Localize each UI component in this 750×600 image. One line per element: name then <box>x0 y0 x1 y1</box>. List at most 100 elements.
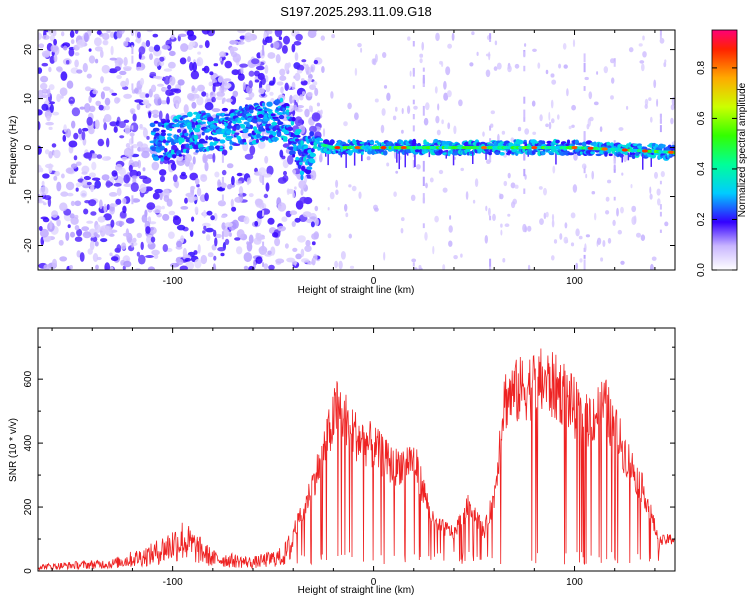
spectrogram-noise-blob <box>597 237 602 245</box>
spectrogram-noise-blob <box>257 141 266 150</box>
spectrogram-noise-blob <box>246 241 250 246</box>
spectrogram-ridge-cell <box>257 114 265 118</box>
spectrogram-noise-blob <box>163 68 173 72</box>
spectrogram-noise-blob <box>448 240 453 247</box>
spectrogram-noise-blob <box>279 68 286 77</box>
spectrogram-noise-blob <box>196 57 204 67</box>
spectrogram-ridge-cell <box>236 125 241 130</box>
spectrogram-noise-blob <box>275 54 281 64</box>
spectrogram-noise-blob <box>194 178 200 185</box>
spectrogram-noise-blob <box>419 58 423 64</box>
spectrogram-ridge-cell <box>541 140 546 145</box>
spectrogram-noise-blob <box>141 150 150 159</box>
spectrogram-noise-blob <box>351 185 357 192</box>
spectrogram-noise-blob <box>449 215 452 220</box>
spectrogram-noise-blob <box>154 188 163 194</box>
spectrogram-streak <box>131 195 134 205</box>
spectrogram-peak <box>380 146 387 150</box>
spectrogram-ridge-cell <box>208 145 215 151</box>
spectrogram-heatmap <box>38 30 675 270</box>
spectrogram-noise-blob <box>492 213 496 221</box>
spectrogram-noise-blob <box>460 253 463 258</box>
spectrogram-noise-blob <box>414 267 418 270</box>
spectrogram-ridge-cell <box>226 125 233 129</box>
spectrogram-noise-blob <box>524 128 530 135</box>
spectrogram-ridge-cell <box>162 139 167 144</box>
spectrogram-streak <box>131 125 134 130</box>
spectrogram-ridge-cell <box>221 107 228 112</box>
spectrogram-streak <box>221 156 224 161</box>
spectrogram-noise-blob <box>68 140 78 148</box>
spectrogram-noise-blob <box>122 205 127 214</box>
spectrogram-ridge-cell <box>178 154 183 157</box>
spectrogram-noise-blob <box>109 203 118 207</box>
spectrogram-noise-blob <box>202 222 211 228</box>
spectrogram-noise-blob <box>84 103 91 113</box>
spectrogram-ridge-cell <box>272 126 277 132</box>
spectrogram-streak <box>131 110 134 115</box>
spectrogram-noise-blob <box>442 187 448 193</box>
spectrogram-ridge-cell <box>229 120 233 124</box>
spectrogram-streak <box>659 211 662 217</box>
spectrogram-frame <box>37 29 676 271</box>
spectrogram-ridge-cell <box>226 135 234 139</box>
spectrogram-streak <box>613 196 616 201</box>
spectrogram-noise-blob <box>131 175 138 180</box>
spectrogram-noise-blob <box>548 111 551 121</box>
spectrogram-noise-blob <box>563 64 568 69</box>
spectrogram-noise-blob <box>62 45 68 51</box>
spectrogram-noise-blob <box>130 30 135 37</box>
spectrogram-streak <box>583 132 586 143</box>
spectrogram-noise-blob <box>605 210 610 215</box>
spectrogram-noise-blob <box>221 169 227 176</box>
spectrogram-noise-blob <box>320 109 323 115</box>
spectrogram-noise-blob <box>226 163 234 169</box>
spectrogram-noise-blob <box>93 232 98 237</box>
spectrogram-noise-blob <box>68 48 75 57</box>
spectrogram-noise-blob <box>474 178 479 188</box>
spectrogram-noise-blob <box>48 151 53 159</box>
spectrogram-noise-blob <box>236 246 243 255</box>
spectrogram-ridge-cell <box>309 131 315 137</box>
spectrogram-noise-blob <box>243 252 252 263</box>
spectrogram-noise-blob <box>395 106 398 112</box>
spectrogram-noise-blob <box>47 88 51 98</box>
spectrogram-noise-blob <box>309 125 317 133</box>
spectrogram-noise-blob <box>248 80 253 89</box>
spectrogram-streak <box>422 197 425 203</box>
spectrogram-noise-blob <box>650 116 653 123</box>
spectrogram-ridge-cell <box>257 108 263 112</box>
spectrogram-noise-blob <box>105 226 112 236</box>
spectrogram-streak <box>583 167 586 174</box>
spectrogram-noise-blob <box>139 124 143 128</box>
spectrogram-noise-blob <box>294 260 297 267</box>
spectrogram-peak <box>531 146 538 150</box>
spectrogram-noise-blob <box>219 51 226 58</box>
spectrogram-noise-blob <box>310 170 317 181</box>
spectrogram-streak <box>131 83 134 91</box>
spectrogram-noise-blob <box>162 213 170 221</box>
spectrogram-noise-blob <box>73 155 78 161</box>
spectrogram-noise-blob <box>103 203 107 213</box>
spectrogram-ridge-cell <box>155 132 160 136</box>
spectrogram-noise-blob <box>447 43 452 49</box>
spectrogram-noise-blob <box>39 186 49 196</box>
spectrogram-ridge-cell <box>608 153 613 157</box>
spectrogram-noise-blob <box>309 84 316 90</box>
spectrogram-noise-blob <box>79 106 85 110</box>
spectrogram-noise-blob <box>149 53 153 60</box>
spectrogram-noise-blob <box>202 230 206 234</box>
spectrogram-noise-blob <box>425 102 430 111</box>
spectrogram-noise-blob <box>264 155 269 164</box>
spectrogram-noise-blob <box>617 229 622 235</box>
spectrogram-noise-blob <box>159 175 166 183</box>
spectrogram-ridge-cell <box>255 138 259 144</box>
spectrogram-noise-blob <box>111 92 118 96</box>
spectrogram-ridge-cell <box>479 141 487 146</box>
spectrogram-noise-blob <box>591 170 594 180</box>
spectrogram-noise-blob <box>116 187 122 196</box>
spectrogram-noise-blob <box>294 52 299 61</box>
spectrogram-noise-blob <box>425 182 428 189</box>
spectrogram-noise-blob <box>366 156 371 161</box>
spectrogram-noise-blob <box>146 135 150 140</box>
